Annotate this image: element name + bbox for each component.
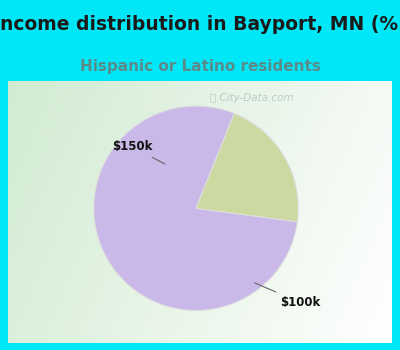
Text: Income distribution in Bayport, MN (%): Income distribution in Bayport, MN (%): [0, 15, 400, 34]
Wedge shape: [196, 113, 298, 222]
Text: Hispanic or Latino residents: Hispanic or Latino residents: [80, 58, 320, 74]
Text: ⓘ City-Data.com: ⓘ City-Data.com: [210, 93, 294, 103]
Wedge shape: [94, 106, 297, 310]
Text: $100k: $100k: [255, 283, 320, 309]
Text: $150k: $150k: [112, 140, 165, 164]
